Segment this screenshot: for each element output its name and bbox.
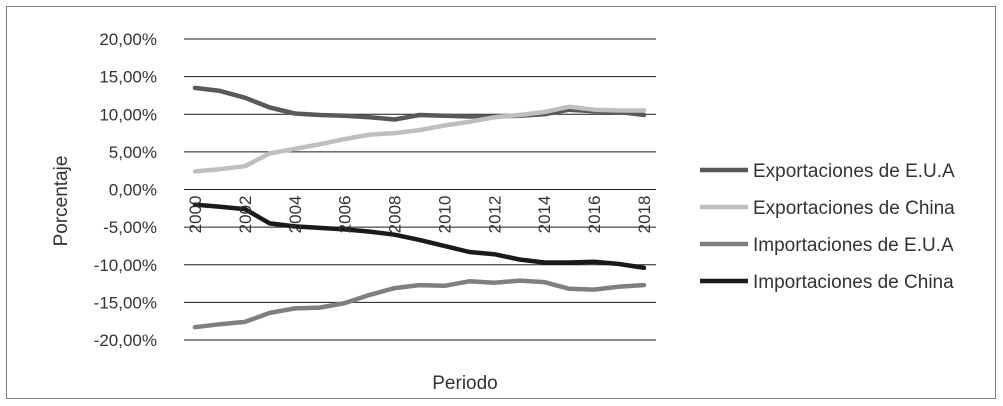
series-lines	[192, 85, 647, 330]
x-tick-label: 2008	[386, 196, 405, 234]
y-tick-label: 0,00%	[109, 181, 157, 200]
x-tick-label: 2014	[535, 196, 554, 234]
x-tick-label: 2006	[336, 196, 355, 234]
x-tick-label: 2012	[485, 196, 504, 234]
legend-label: Importaciones de China	[753, 272, 954, 293]
legend-item: Exportaciones de China	[700, 198, 955, 219]
legend-item: Exportaciones de E.U.A	[700, 161, 955, 182]
y-tick-label: 10,00%	[99, 105, 157, 124]
x-tick-label: 2000	[186, 196, 205, 234]
x-tick-label: 2002	[236, 196, 255, 234]
y-tick-label: 15,00%	[99, 68, 157, 87]
y-axis-title: Porcentaje	[51, 156, 72, 247]
x-tick-label: 2010	[435, 196, 454, 234]
y-tick-label: 20,00%	[99, 30, 157, 49]
legend-label: Exportaciones de China	[753, 198, 955, 219]
x-tick-label: 2004	[286, 196, 305, 234]
y-tick-label: 5,00%	[109, 143, 157, 162]
series-line-4	[192, 202, 647, 271]
series-line-1	[192, 85, 647, 122]
y-tick-label: -5,00%	[103, 218, 157, 237]
line-chart: 20,00% 15,00% 10,00% 5,00% 0,00% -5,00% -10,00…	[51, 30, 955, 394]
legend: Exportaciones de E.U.A Exportaciones de C…	[700, 161, 955, 293]
y-tick-label: -20,00%	[94, 331, 157, 350]
y-axis-ticks: 20,00% 15,00% 10,00% 5,00% 0,00% -5,00% -10,00…	[94, 30, 157, 350]
chart-frame: 20,00% 15,00% 10,00% 5,00% 0,00% -5,00% -10,00…	[6, 6, 996, 399]
x-axis-ticks: 2000 2002 2004 2006 2008 2010 2012 2014 2016 2018	[186, 196, 654, 234]
gridlines	[184, 38, 656, 341]
x-tick-label: 2016	[585, 196, 604, 234]
x-tick-label: 2018	[635, 196, 654, 234]
y-tick-label: -15,00%	[94, 293, 157, 312]
legend-label: Exportaciones de E.U.A	[753, 161, 955, 182]
series-line-2	[192, 104, 647, 174]
legend-label: Importaciones de E.U.A	[753, 235, 954, 256]
series-line-3	[192, 278, 647, 330]
x-axis-title: Periodo	[432, 373, 498, 394]
legend-item: Importaciones de China	[700, 272, 954, 293]
y-tick-label: -10,00%	[94, 256, 157, 275]
legend-item: Importaciones de E.U.A	[700, 235, 954, 256]
